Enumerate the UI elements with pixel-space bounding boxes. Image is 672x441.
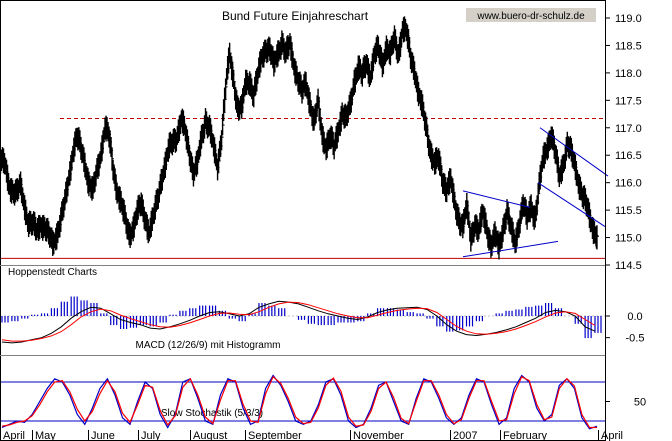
- x-tick-label: April: [601, 430, 623, 441]
- y-tick-label: 116.0: [615, 178, 642, 190]
- y-tick-label: 118.0: [615, 68, 642, 80]
- x-tick-label: 2007: [453, 430, 477, 441]
- trendline: [537, 182, 606, 227]
- y-tick-label: 117.0: [615, 123, 642, 135]
- y-tick-label: 114.5: [615, 260, 642, 272]
- source-label: www.buero-dr-schulz.de: [476, 11, 585, 22]
- x-tick-label: November: [353, 430, 404, 441]
- y-tick-label: 115.5: [615, 205, 642, 217]
- hoppenstedt-label: Hoppenstedt Charts: [8, 267, 97, 278]
- x-tick-label: June: [91, 430, 115, 441]
- y-tick-label: 118.5: [615, 40, 642, 52]
- x-tick-label: February: [503, 430, 548, 441]
- x-tick-label: May: [35, 430, 56, 441]
- trendline: [462, 240, 559, 258]
- stochastic-k-line: [1, 374, 598, 430]
- x-tick-label: April: [3, 430, 25, 441]
- x-tick-label: September: [248, 430, 302, 441]
- macd-signal-line: [1, 301, 596, 342]
- source-label-bg: [466, 8, 596, 22]
- plot-frame: [0, 0, 606, 441]
- trendline: [462, 190, 531, 208]
- macd-line: [1, 300, 596, 344]
- macd-y-tick-label: -0.5: [626, 333, 645, 345]
- x-tick-label: July: [141, 430, 161, 441]
- macd-label: MACD (12/26/9) mit Histogramm: [135, 340, 280, 351]
- chart-title: Bund Future Einjahreschart: [222, 9, 369, 23]
- y-tick-label: 117.5: [615, 95, 642, 107]
- y-tick-label: 115.0: [615, 233, 642, 245]
- trendline: [539, 127, 609, 177]
- macd-y-tick-label: 0.0: [627, 311, 642, 323]
- y-tick-label: 116.5: [615, 150, 642, 162]
- x-tick-label: August: [193, 430, 227, 441]
- y-tick-label: 119.0: [615, 13, 642, 25]
- stochastic-label: Slow Stochastik (5/3/3): [161, 408, 263, 419]
- stoch-y-tick-label: 50: [634, 397, 646, 409]
- stochastic-d-line: [1, 375, 597, 429]
